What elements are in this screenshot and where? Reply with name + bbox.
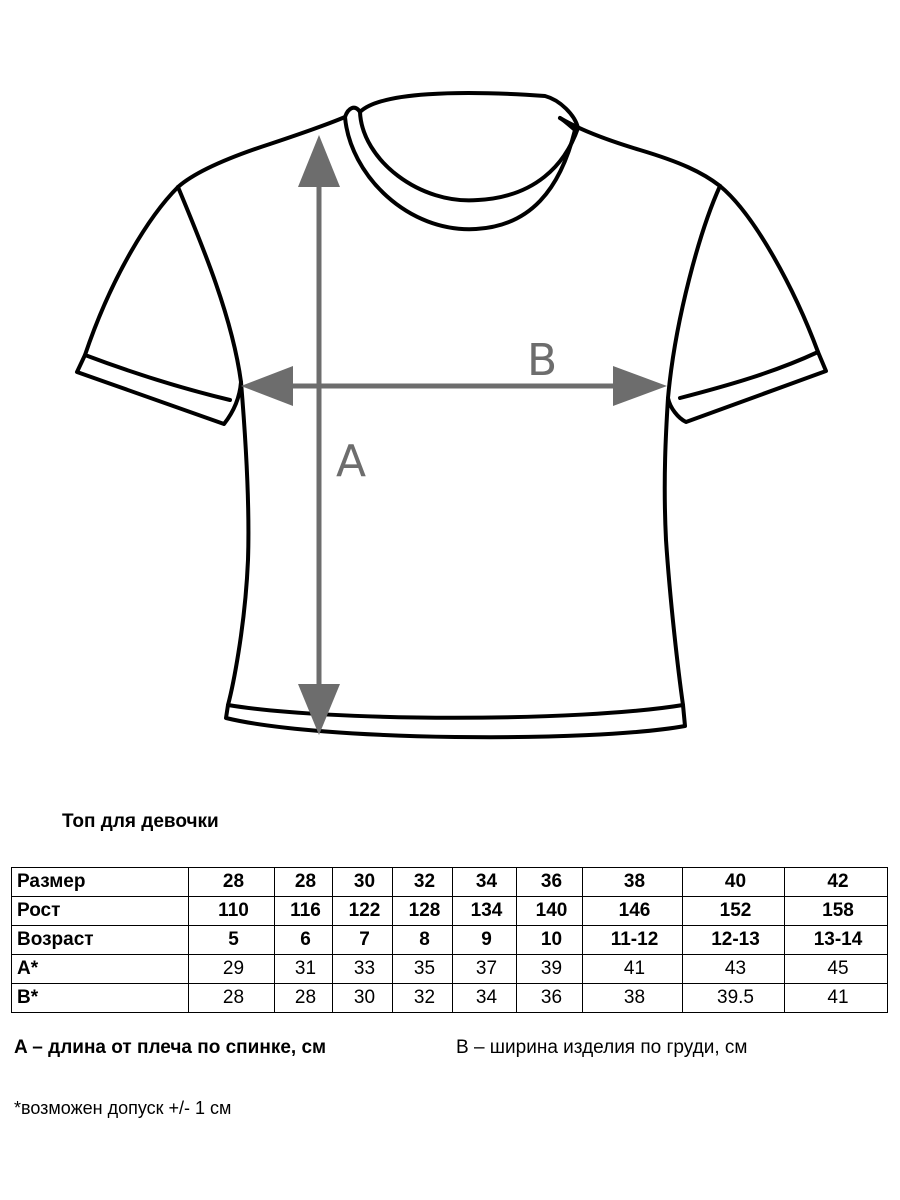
table-cell: 42: [784, 867, 888, 897]
legend-a: A – длина от плеча по спинке, см: [14, 1037, 327, 1058]
table-cell: 37: [452, 954, 517, 984]
table-cell: 36: [516, 983, 583, 1013]
right-sleeve-seam: [666, 184, 722, 400]
row-label: Размер: [11, 867, 189, 897]
collar-inner: [358, 91, 580, 130]
table-row: Возраст 5 6 7 8 9 10 11-12 12-13 13-14: [11, 925, 888, 955]
table-cell: 41: [784, 983, 888, 1013]
table-cell: 31: [274, 954, 333, 984]
bottom-hem: [226, 703, 685, 720]
row-label: B*: [11, 983, 189, 1013]
table-cell: 10: [516, 925, 583, 955]
table-cell: 28: [274, 867, 333, 897]
table-cell: 28: [188, 983, 275, 1013]
table-cell: 30: [332, 867, 393, 897]
table-row: Размер 28 28 30 32 34 36 38 40 42: [11, 867, 888, 897]
table-cell: 45: [784, 954, 888, 984]
table-cell: 11-12: [582, 925, 683, 955]
table-cell: 6: [274, 925, 333, 955]
table-cell: 35: [392, 954, 453, 984]
table-cell: 32: [392, 983, 453, 1013]
table-cell: 8: [392, 925, 453, 955]
tshirt-diagram: A B: [75, 91, 828, 740]
arrow-b: [241, 366, 667, 406]
table-row: Рост 110 116 122 128 134 140 146 152 158: [11, 896, 888, 926]
table-cell: 5: [188, 925, 275, 955]
table-cell: 158: [784, 896, 888, 926]
table-cell: 38: [582, 983, 683, 1013]
table-cell: 36: [516, 867, 583, 897]
left-sleeve-hem: [83, 353, 232, 402]
table-cell: 28: [188, 867, 275, 897]
shirt-outline: [75, 115, 828, 740]
table-cell: 134: [452, 896, 517, 926]
table-cell: 146: [582, 896, 683, 926]
table-cell: 39.5: [682, 983, 785, 1013]
table-cell: 33: [332, 954, 393, 984]
table-cell: 34: [452, 867, 517, 897]
table-cell: 38: [582, 867, 683, 897]
table-cell: 122: [332, 896, 393, 926]
table-row: A* 29 31 33 35 37 39 41 43 45: [11, 954, 888, 984]
table-cell: 43: [682, 954, 785, 984]
left-sleeve-seam: [176, 185, 243, 384]
table-cell: 28: [274, 983, 333, 1013]
table-row: B* 28 28 30 32 34 36 38 39.5 41: [11, 983, 888, 1013]
tolerance-note: *возможен допуск +/- 1 см: [14, 1098, 232, 1118]
table-cell: 128: [392, 896, 453, 926]
table-cell: 9: [452, 925, 517, 955]
size-table: Размер 28 28 30 32 34 36 38 40 42 Рост 110 116 122 128…: [11, 867, 888, 1013]
collar-outer: [343, 115, 577, 232]
row-label: A*: [11, 954, 189, 984]
table-cell: 12-13: [682, 925, 785, 955]
table-cell: 32: [392, 867, 453, 897]
arrow-a: [298, 135, 340, 735]
table-cell: 29: [188, 954, 275, 984]
label-b: B: [527, 335, 557, 386]
table-cell: 110: [188, 896, 275, 926]
right-sleeve-hem: [678, 350, 820, 400]
row-label: Рост: [11, 896, 189, 926]
table-cell: 30: [332, 983, 393, 1013]
label-a: A: [336, 436, 366, 487]
table-cell: 34: [452, 983, 517, 1013]
table-cell: 40: [682, 867, 785, 897]
table-cell: 13-14: [784, 925, 888, 955]
row-label: Возраст: [11, 925, 189, 955]
table-cell: 41: [582, 954, 683, 984]
table-cell: 140: [516, 896, 583, 926]
legend-b: B – ширина изделия по груди, см: [456, 1037, 748, 1058]
table-cell: 116: [274, 896, 333, 926]
table-cell: 7: [332, 925, 393, 955]
collar-band: [343, 105, 580, 203]
table-cell: 152: [682, 896, 785, 926]
table-cell: 39: [516, 954, 583, 984]
product-title: Топ для девочки: [62, 811, 219, 832]
